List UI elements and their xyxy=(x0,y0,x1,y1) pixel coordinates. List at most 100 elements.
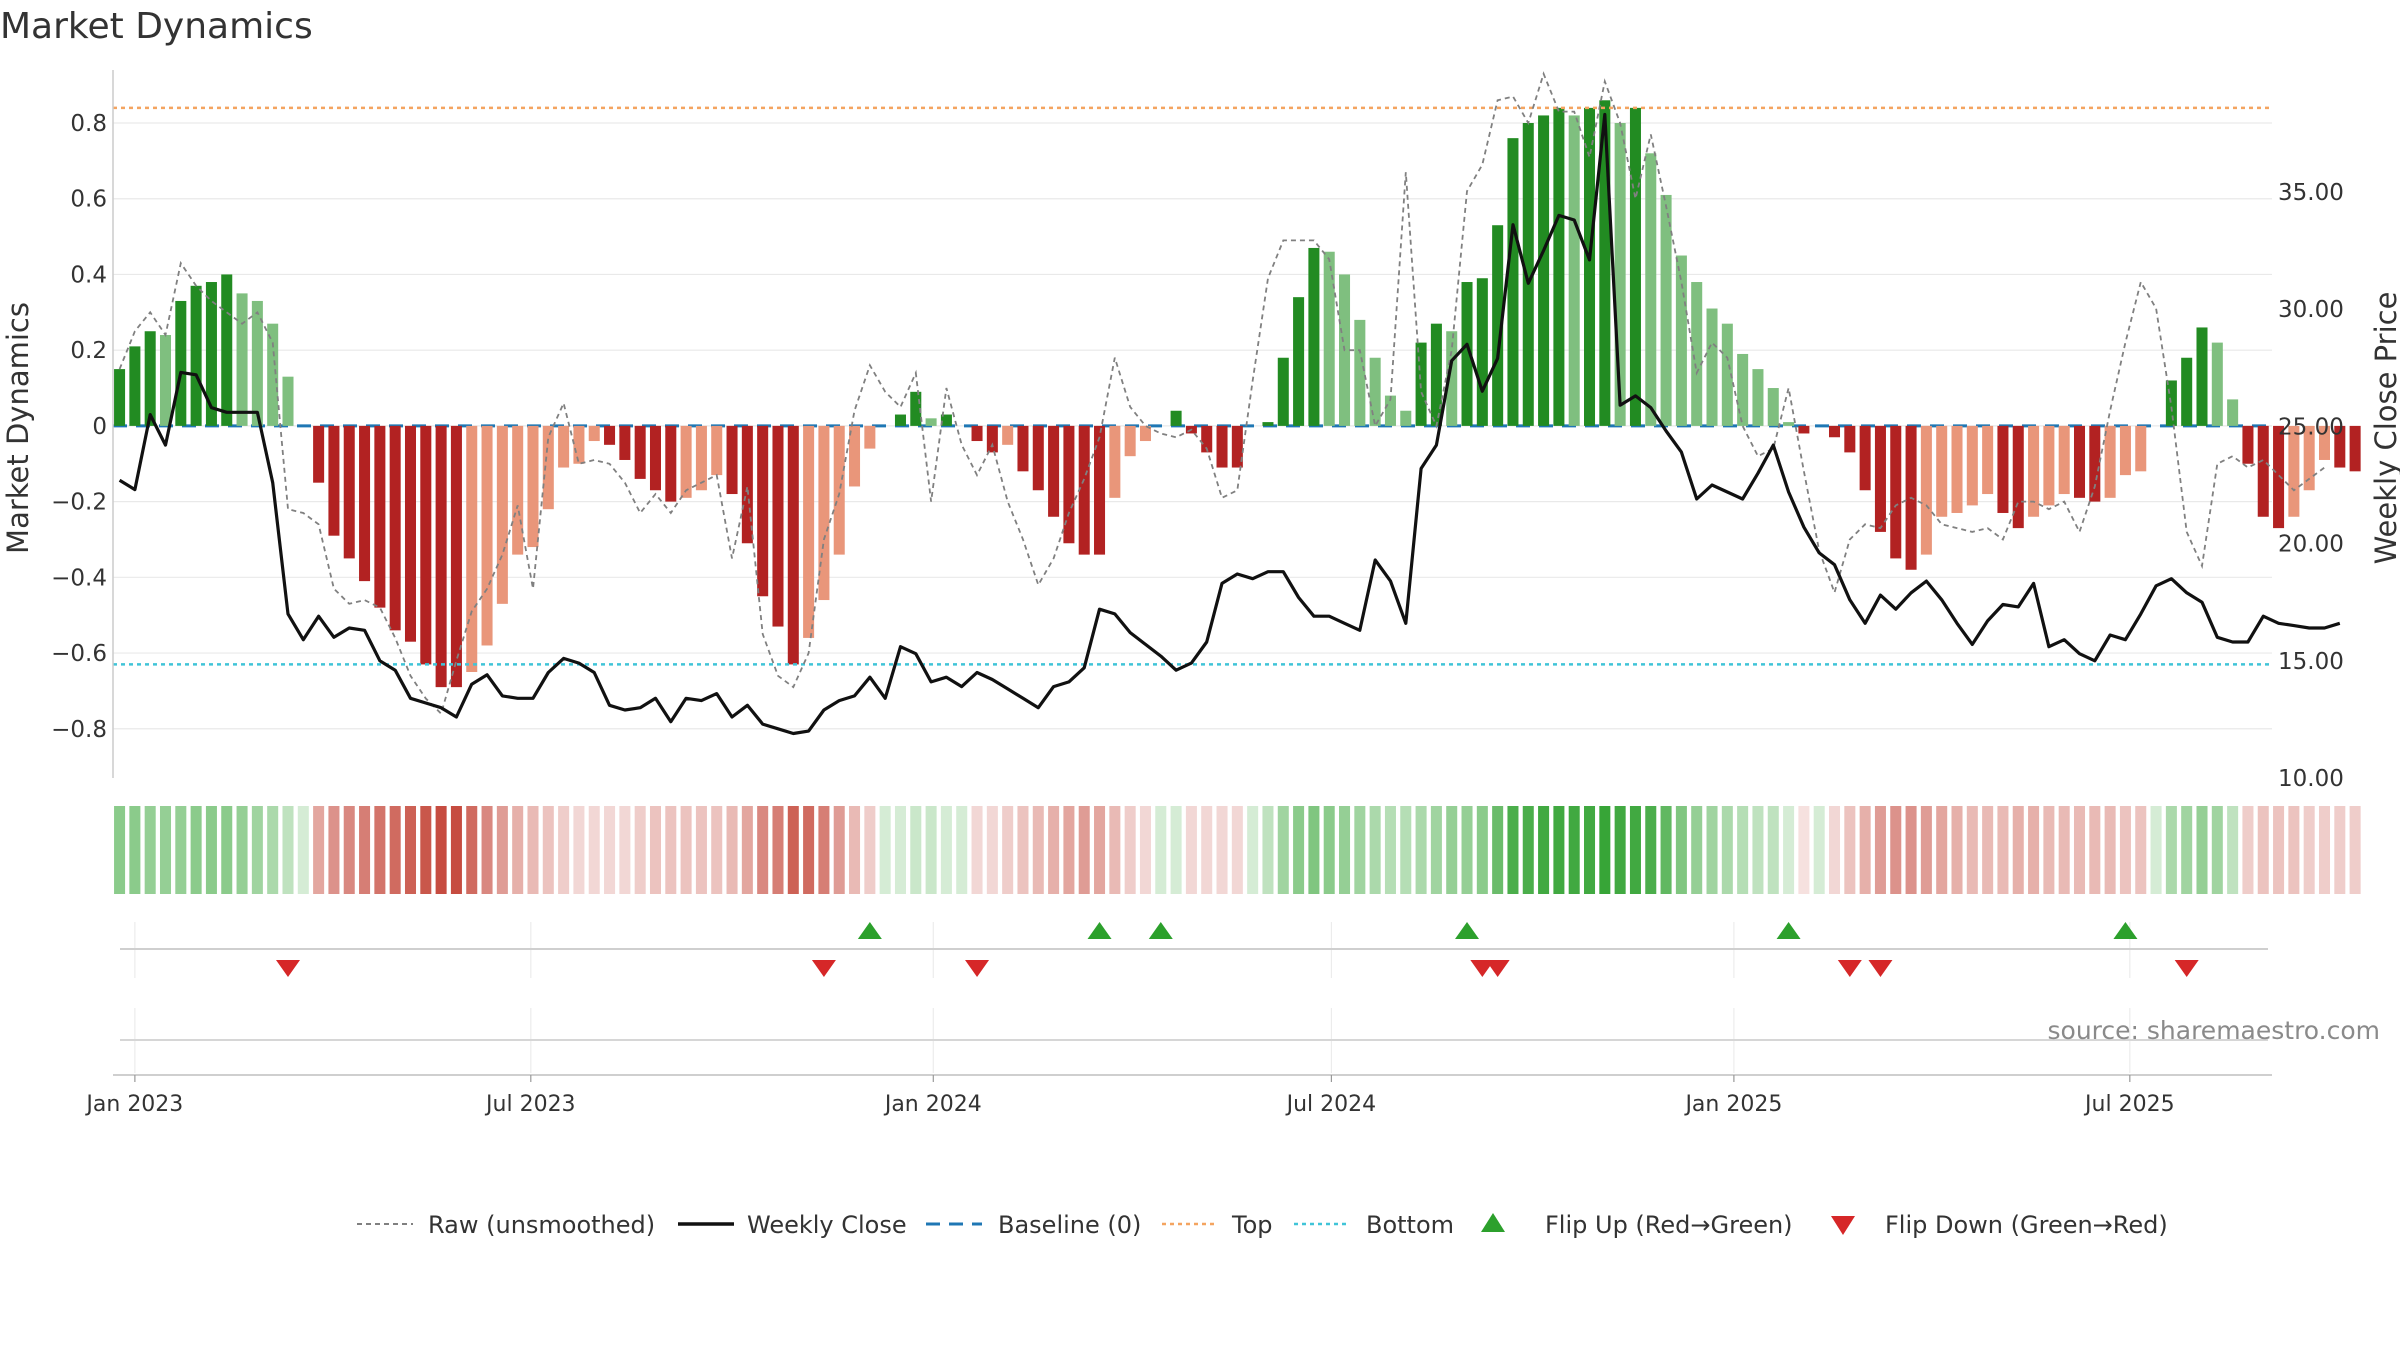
left-tick-label: 0.8 xyxy=(70,111,107,137)
regime-strip-cell xyxy=(849,806,861,894)
regime-strip-cell xyxy=(1063,806,1075,894)
dynamics-bar xyxy=(818,425,830,601)
regime-strip-cell xyxy=(2349,806,2361,894)
x-tick-label: Jul 2023 xyxy=(484,1092,576,1117)
dynamics-bar xyxy=(1277,357,1289,426)
legend-close-label: Weekly Close xyxy=(747,1211,907,1239)
dynamics-bar xyxy=(604,425,616,445)
regime-strip-cell xyxy=(925,806,937,894)
flip-up-marker xyxy=(857,922,882,939)
regime-strip-cell xyxy=(1216,806,1228,894)
dynamics-bar xyxy=(2181,357,2193,426)
dynamics-bar xyxy=(2073,425,2086,498)
regime-strip-cell xyxy=(1767,806,1779,894)
dynamics-bar xyxy=(236,293,248,426)
regime-strip-cell xyxy=(741,806,753,894)
regime-strip-cell xyxy=(634,806,646,894)
left-tick-label: −0.6 xyxy=(51,641,107,667)
dynamics-bar xyxy=(665,425,677,502)
regime-strip-cell xyxy=(527,806,539,894)
regime-strip-cell xyxy=(1461,806,1473,894)
regime-strip-cell xyxy=(1170,806,1182,894)
regime-strip-cell xyxy=(144,806,156,894)
dynamics-bar xyxy=(1737,353,1749,426)
x-tick-label: Jul 2024 xyxy=(1285,1092,1377,1117)
regime-strip-cell xyxy=(1553,806,1565,894)
regime-strip-cell xyxy=(1706,806,1718,894)
regime-strip-cell xyxy=(910,806,922,894)
flip-markers-panel xyxy=(120,922,2268,978)
regime-strip-cell xyxy=(2211,806,2223,894)
dynamics-bar xyxy=(512,425,524,555)
raw-line xyxy=(118,71,2326,716)
dynamics-bar xyxy=(1384,395,1396,426)
dynamics-bar xyxy=(971,425,983,442)
flip-down-marker xyxy=(2174,960,2199,977)
flip-down-marker xyxy=(1470,960,1495,977)
dynamics-bar xyxy=(1446,331,1458,426)
regime-strip-cell xyxy=(2242,806,2254,894)
dynamics-bar xyxy=(159,335,172,426)
dynamics-bar xyxy=(343,425,355,559)
dynamics-bar xyxy=(313,425,325,483)
dynamics-bar xyxy=(2303,425,2315,491)
regime-strip-cell xyxy=(1798,806,1810,894)
regime-strip-cell xyxy=(389,806,401,894)
dynamics-bar xyxy=(2119,425,2131,476)
regime-strip-cell xyxy=(1476,806,1488,894)
regime-strip-cell xyxy=(1905,806,1917,894)
dynamics-bar xyxy=(1124,425,1136,457)
regime-strip-cell xyxy=(512,806,524,894)
dynamics-bar xyxy=(2273,425,2285,529)
dynamics-bar xyxy=(1094,425,1106,555)
dynamics-bar xyxy=(205,282,217,426)
regime-strip-cell xyxy=(1308,806,1320,894)
flip-down-marker xyxy=(811,960,836,977)
regime-strip-cell xyxy=(2318,806,2331,894)
regime-strip-cell xyxy=(2119,806,2131,894)
regime-strip-cell xyxy=(1997,806,2009,894)
dynamics-bar xyxy=(2227,399,2239,426)
regime-strip-cell xyxy=(1124,806,1136,894)
dynamics-bar xyxy=(1706,308,1718,426)
flip-up-marker xyxy=(1148,922,1173,939)
dynamics-bar xyxy=(2257,425,2269,517)
regime-strip-cell xyxy=(1645,806,1657,894)
legend-flip-up-label: Flip Up (Red→Green) xyxy=(1545,1211,1793,1239)
regime-strip-cell xyxy=(1844,806,1856,894)
dynamics-bar xyxy=(803,425,815,638)
dynamics-bar xyxy=(1109,425,1121,498)
regime-strip-cell xyxy=(1614,806,1626,894)
chart-title: Market Dynamics xyxy=(0,6,313,47)
right-axis-ticks: 35.00 30.00 25.00 20.00 15.00 10.00 xyxy=(2278,180,2344,792)
regime-strip-cell xyxy=(2073,806,2086,894)
dynamics-bar xyxy=(435,425,447,688)
regime-strip-cell xyxy=(833,806,845,894)
dynamics-bar xyxy=(2058,425,2070,495)
dynamics-bar xyxy=(1982,425,1994,495)
regime-strip-cell xyxy=(1293,806,1305,894)
dynamics-bar xyxy=(1476,278,1488,426)
regime-strip-cell xyxy=(1185,806,1197,894)
regime-strip-cell xyxy=(1752,806,1764,894)
regime-strip-cell xyxy=(496,806,508,894)
dynamics-bar xyxy=(1262,422,1274,426)
flip-down-marker xyxy=(1837,960,1862,977)
dynamics-bar xyxy=(940,414,952,426)
dynamics-bar xyxy=(282,376,294,426)
source-label: source: sharemaestro.com xyxy=(2048,1016,2381,1045)
regime-strip-cell xyxy=(2012,806,2024,894)
dynamics-bar xyxy=(741,425,753,544)
dynamics-bar xyxy=(496,425,508,604)
regime-strip-cell xyxy=(542,806,554,894)
x-tick-label: Jan 2024 xyxy=(883,1092,982,1117)
regime-strip-cell xyxy=(282,806,294,894)
dynamics-bar xyxy=(2196,327,2208,426)
regime-strip-cell xyxy=(1936,806,1948,894)
right-tick-label: 15.00 xyxy=(2278,649,2344,675)
regime-strip-cell xyxy=(940,806,952,894)
dynamics-bar xyxy=(1798,425,1810,434)
dynamics-bar xyxy=(542,425,554,510)
regime-strip-cell xyxy=(2150,806,2162,894)
